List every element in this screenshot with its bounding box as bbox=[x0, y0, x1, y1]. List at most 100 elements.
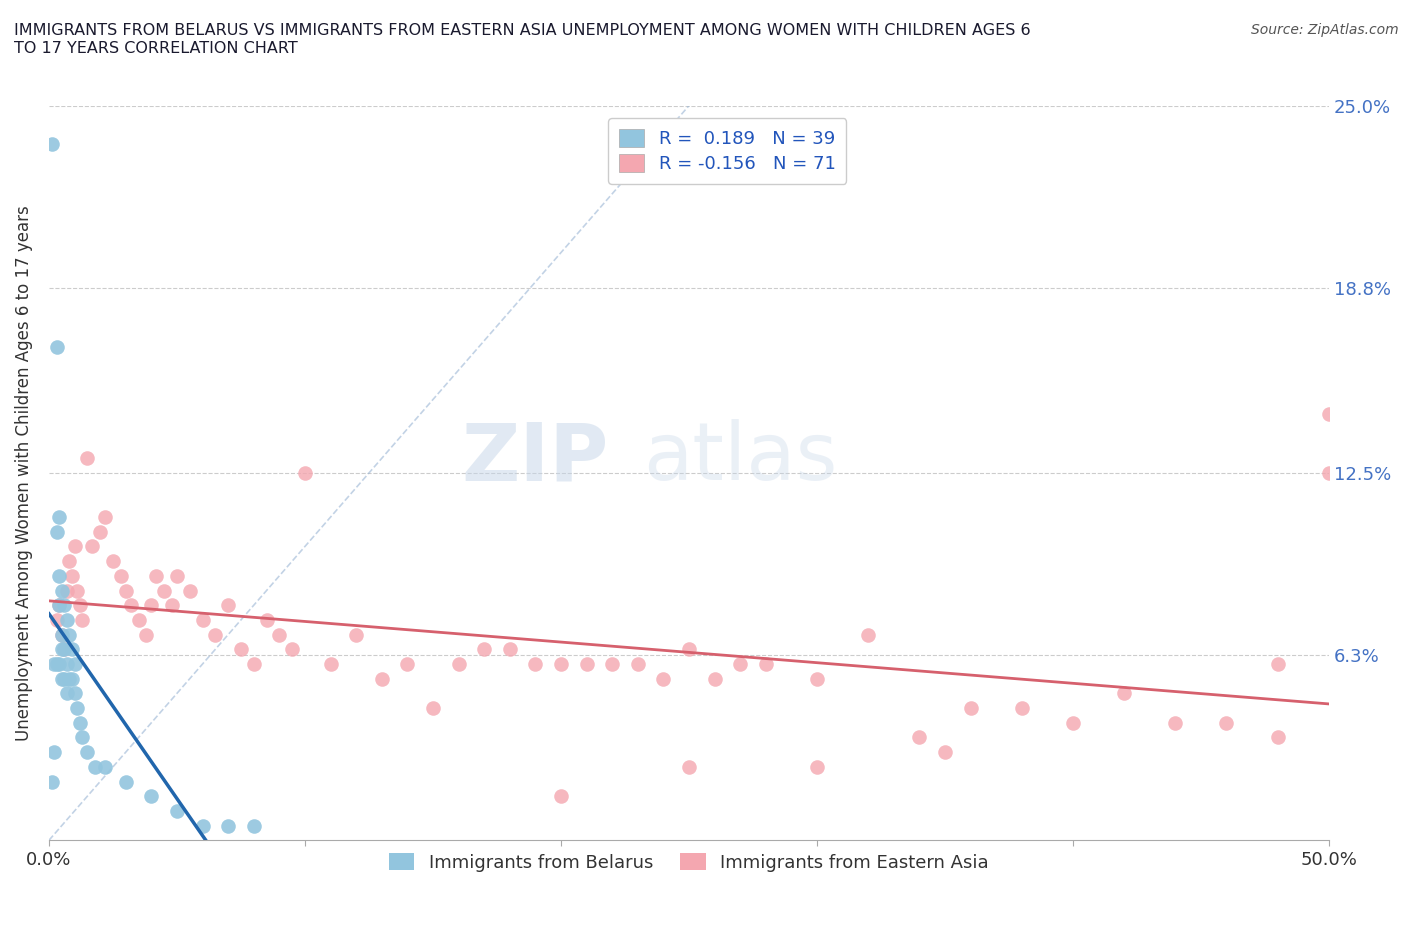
Point bbox=[56, 686, 79, 701]
Point bbox=[56, 583, 79, 598]
Point bbox=[447, 657, 470, 671]
Point bbox=[51, 627, 73, 642]
Point bbox=[1114, 686, 1136, 701]
Point bbox=[120, 598, 142, 613]
Point bbox=[191, 818, 214, 833]
Point bbox=[60, 642, 83, 657]
Point bbox=[806, 671, 828, 686]
Point bbox=[319, 657, 342, 671]
Point bbox=[153, 583, 176, 598]
Point bbox=[45, 339, 67, 354]
Point bbox=[76, 451, 98, 466]
Point bbox=[53, 598, 76, 613]
Point bbox=[269, 627, 291, 642]
Point bbox=[56, 657, 79, 671]
Point bbox=[678, 642, 700, 657]
Point bbox=[1164, 715, 1187, 730]
Point bbox=[141, 789, 163, 804]
Point bbox=[575, 657, 598, 671]
Text: atlas: atlas bbox=[643, 419, 838, 498]
Point bbox=[76, 745, 98, 760]
Point bbox=[934, 745, 956, 760]
Text: IMMIGRANTS FROM BELARUS VS IMMIGRANTS FROM EASTERN ASIA UNEMPLOYMENT AMONG WOMEN: IMMIGRANTS FROM BELARUS VS IMMIGRANTS FR… bbox=[14, 23, 1031, 56]
Point bbox=[1267, 730, 1289, 745]
Point bbox=[58, 553, 80, 568]
Point bbox=[256, 613, 278, 628]
Point bbox=[48, 568, 70, 583]
Point bbox=[45, 525, 67, 539]
Point bbox=[60, 568, 83, 583]
Point bbox=[41, 137, 63, 152]
Point bbox=[217, 818, 239, 833]
Point bbox=[959, 700, 981, 715]
Point bbox=[1215, 715, 1237, 730]
Point bbox=[755, 657, 778, 671]
Point bbox=[344, 627, 367, 642]
Point bbox=[70, 613, 93, 628]
Point bbox=[524, 657, 547, 671]
Point bbox=[114, 774, 136, 789]
Point bbox=[678, 760, 700, 775]
Point bbox=[145, 568, 167, 583]
Point bbox=[135, 627, 157, 642]
Point bbox=[110, 568, 132, 583]
Point bbox=[114, 583, 136, 598]
Point bbox=[550, 789, 572, 804]
Point bbox=[1317, 466, 1340, 481]
Point bbox=[204, 627, 226, 642]
Point bbox=[48, 598, 70, 613]
Point bbox=[652, 671, 675, 686]
Point bbox=[84, 760, 107, 775]
Point bbox=[166, 568, 188, 583]
Point bbox=[42, 745, 65, 760]
Point bbox=[217, 598, 239, 613]
Point bbox=[53, 642, 76, 657]
Point bbox=[45, 657, 67, 671]
Point bbox=[1062, 715, 1084, 730]
Point bbox=[472, 642, 495, 657]
Point bbox=[191, 613, 214, 628]
Point bbox=[1011, 700, 1033, 715]
Point bbox=[806, 760, 828, 775]
Point bbox=[141, 598, 163, 613]
Point bbox=[166, 804, 188, 818]
Point bbox=[422, 700, 444, 715]
Point bbox=[600, 657, 623, 671]
Point bbox=[48, 598, 70, 613]
Text: Source: ZipAtlas.com: Source: ZipAtlas.com bbox=[1251, 23, 1399, 37]
Point bbox=[41, 774, 63, 789]
Point bbox=[94, 510, 117, 525]
Point bbox=[89, 525, 111, 539]
Point bbox=[66, 700, 89, 715]
Point bbox=[160, 598, 183, 613]
Point bbox=[70, 730, 93, 745]
Point bbox=[58, 627, 80, 642]
Point bbox=[179, 583, 201, 598]
Point bbox=[42, 657, 65, 671]
Point bbox=[63, 539, 86, 554]
Point bbox=[94, 760, 117, 775]
Point bbox=[69, 598, 91, 613]
Text: ZIP: ZIP bbox=[461, 419, 609, 498]
Point bbox=[56, 613, 79, 628]
Point bbox=[51, 627, 73, 642]
Point bbox=[1267, 657, 1289, 671]
Point bbox=[51, 583, 73, 598]
Point bbox=[281, 642, 304, 657]
Point bbox=[45, 613, 67, 628]
Point bbox=[63, 686, 86, 701]
Point bbox=[48, 510, 70, 525]
Point bbox=[242, 818, 264, 833]
Point bbox=[51, 671, 73, 686]
Point bbox=[1317, 406, 1340, 421]
Point bbox=[908, 730, 931, 745]
Point bbox=[856, 627, 879, 642]
Point bbox=[63, 657, 86, 671]
Point bbox=[294, 466, 316, 481]
Point bbox=[499, 642, 522, 657]
Point bbox=[128, 613, 150, 628]
Point bbox=[101, 553, 124, 568]
Legend: Immigrants from Belarus, Immigrants from Eastern Asia: Immigrants from Belarus, Immigrants from… bbox=[382, 845, 995, 879]
Point bbox=[396, 657, 419, 671]
Point bbox=[242, 657, 264, 671]
